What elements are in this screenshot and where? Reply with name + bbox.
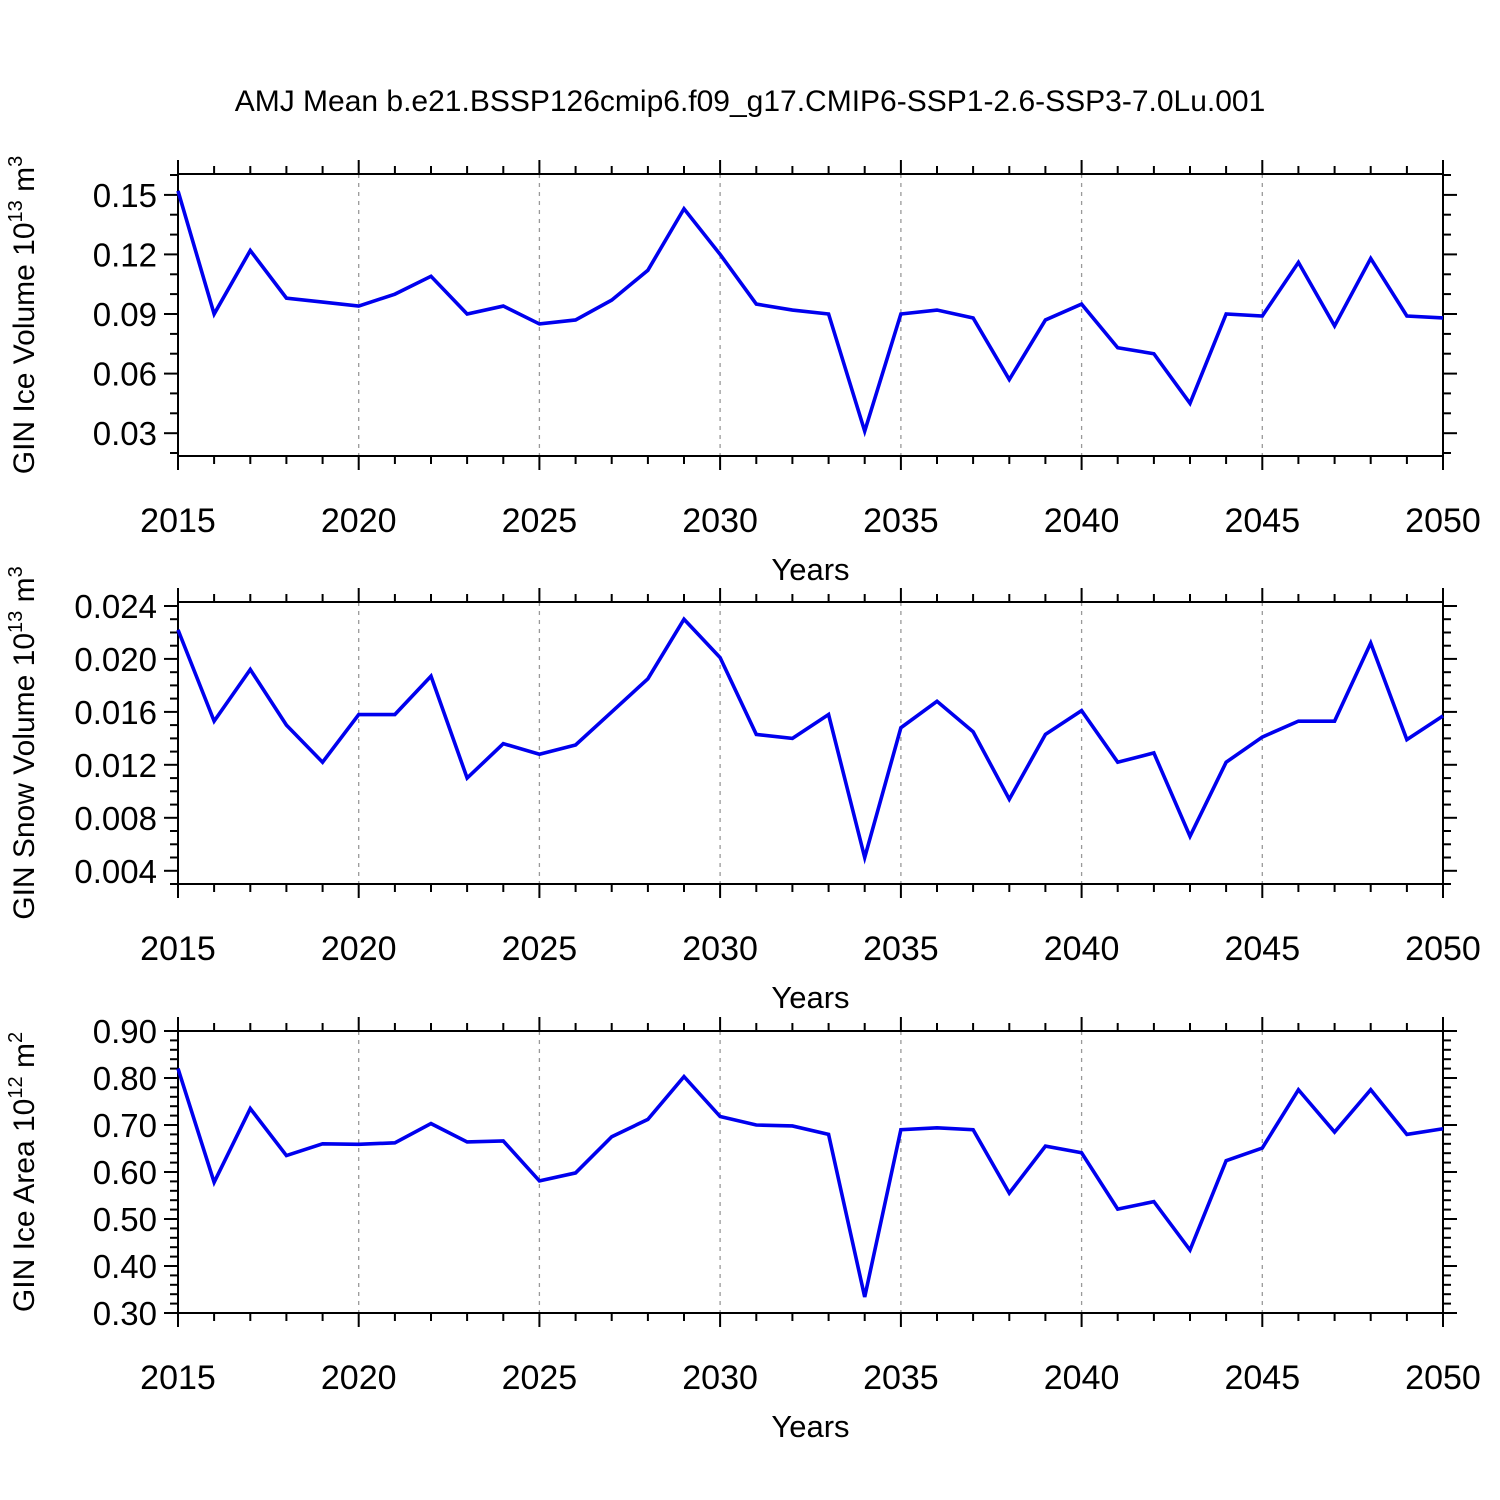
x-tick-label: 2035 [863,1359,939,1397]
y-tick-label: 0.12 [93,236,157,273]
plot-frame [177,601,1444,885]
y-axis-title: GIN Ice Volume 1013 m3 [5,156,41,475]
y-tick-label: 0.70 [93,1107,157,1144]
y-tick-label: 0.012 [74,747,157,784]
data-line-gin-snow-volume [176,616,1444,865]
x-tick-label: 2040 [1044,502,1120,540]
x-tick-label: 2015 [140,502,216,540]
x-tick-label: 2035 [863,930,939,968]
x-tick-label: 2050 [1405,1359,1481,1397]
data-line-gin-ice-volume [176,190,1444,438]
y-tick-label: 0.50 [93,1201,157,1238]
x-tick-label: 2030 [682,502,758,540]
y-tick-label: 0.016 [74,694,157,731]
data-line-gin-ice-area [176,1068,1444,1298]
x-tick-label: 2020 [321,1359,397,1397]
panel-gin-snow-volume: 0.004 0.008 0.012 0.016 0.020 0.024 2015 2020 20… [5,566,1481,1015]
x-tick-label: 2025 [502,1359,578,1397]
x-tick-label: 2020 [321,930,397,968]
y-tick-label: 0.30 [93,1295,157,1332]
plot-frame [177,173,1444,457]
x-tick-label: 2020 [321,502,397,540]
y-tick-label: 0.09 [93,296,157,333]
y-tick-label: 0.15 [93,177,157,214]
y-tick-label: 0.40 [93,1248,157,1285]
plot-frame [177,1030,1444,1314]
y-tick-label: 0.03 [93,415,157,452]
y-tick-label: 0.60 [93,1154,157,1191]
x-tick-label: 2045 [1224,502,1300,540]
x-axis-title: Years [771,552,849,587]
x-tick-label: 2015 [140,1359,216,1397]
x-tick-label: 2045 [1224,1359,1300,1397]
x-tick-label: 2015 [140,930,216,968]
x-tick-label: 2025 [502,930,578,968]
x-tick-label: 2050 [1405,930,1481,968]
y-tick-label: 0.80 [93,1060,157,1097]
x-axis-title: Years [771,1409,849,1444]
x-tick-label: 2050 [1405,502,1481,540]
x-tick-label: 2045 [1224,930,1300,968]
panels-root: 0.03 0.06 0.09 0.12 0.15 2015 2020 2025 2030 2035… [5,156,1481,1444]
x-tick-label: 2040 [1044,930,1120,968]
x-tick-label: 2030 [682,1359,758,1397]
chart-title: AMJ Mean b.e21.BSSP126cmip6.f09_g17.CMIP… [235,85,1266,118]
y-axis-title: GIN Ice Area 1012 m2 [5,1032,41,1312]
y-tick-label: 0.008 [74,800,157,837]
x-tick-label: 2040 [1044,1359,1120,1397]
y-axis-title: GIN Snow Volume 1013 m3 [5,566,41,920]
x-tick-label: 2025 [502,502,578,540]
x-tick-label: 2035 [863,502,939,540]
x-axis-title: Years [771,980,849,1015]
y-tick-label: 0.004 [74,853,157,890]
panel-gin-ice-volume: 0.03 0.06 0.09 0.12 0.15 2015 2020 2025 2030 2035… [5,156,1481,587]
y-tick-label: 0.90 [93,1013,157,1050]
panel-gin-ice-area: 0.30 0.40 0.50 0.60 0.70 0.80 0.90 2015 2020 2025… [5,1013,1481,1444]
y-tick-label: 0.06 [93,356,157,393]
y-tick-label: 0.020 [74,641,157,678]
x-tick-label: 2030 [682,930,758,968]
y-tick-label: 0.024 [74,588,157,625]
